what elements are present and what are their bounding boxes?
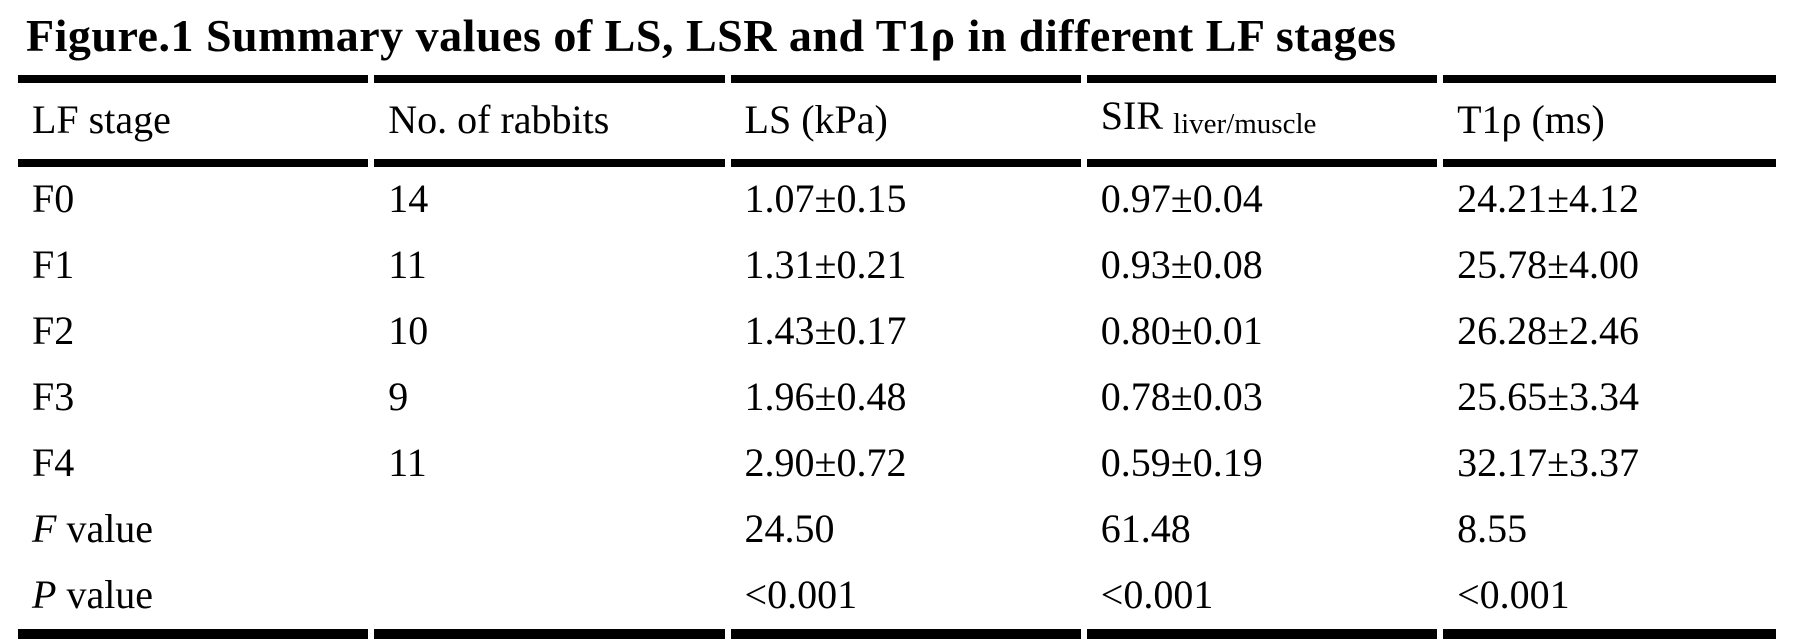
stage-cell: F value <box>18 497 368 563</box>
t1rho-cell: 25.65±3.34 <box>1457 374 1640 419</box>
column-header-no-of-rabbits: No. of rabbits <box>374 75 725 167</box>
ls-cell: 1.31±0.21 <box>744 242 907 287</box>
ls-cell: 2.90±0.72 <box>744 440 907 485</box>
ls-cell: <0.001 <box>730 563 1081 639</box>
column-header-sir: SIR liver/muscle <box>1086 75 1438 167</box>
table-row-f4: F4 11 2.90±0.72 0.59±0.19 32.17±3.37 <box>18 431 1776 497</box>
stage-cell: F1 <box>18 233 368 299</box>
t1rho-cell: 24.21±4.12 <box>1457 176 1640 221</box>
stage-label: value <box>56 506 154 551</box>
summary-table: LF stage No. of rabbits LS (kPa) SIR liv… <box>12 75 1782 639</box>
column-header-lf-stage: LF stage <box>18 75 369 167</box>
stage-cell: F0 <box>18 167 368 233</box>
ls-cell: 1.07±0.15 <box>744 176 907 221</box>
rabbits-cell: 10 <box>388 308 429 353</box>
table-row-f1: F1 11 1.31±0.21 0.93±0.08 25.78±4.00 <box>18 233 1776 299</box>
t1rho-cell: <0.001 <box>1443 563 1776 639</box>
sir-cell: <0.001 <box>1086 563 1438 639</box>
table-header-row: LF stage No. of rabbits LS (kPa) SIR liv… <box>18 75 1776 167</box>
stage-italic-label: F <box>32 506 57 551</box>
stage-label: F1 <box>32 242 75 287</box>
rabbits-cell: 11 <box>388 440 427 485</box>
t1rho-cell: 26.28±2.46 <box>1457 308 1640 353</box>
column-header-sir-subscript: liver/muscle <box>1173 108 1317 140</box>
table-row-f2: F2 10 1.43±0.17 0.80±0.01 26.28±2.46 <box>18 299 1776 365</box>
sir-cell: 0.78±0.03 <box>1100 374 1263 419</box>
stage-cell: F3 <box>18 365 368 431</box>
page-title: Figure.1 Summary values of LS, LSR and T… <box>26 10 1397 61</box>
stage-cell: F4 <box>18 431 368 497</box>
sir-cell: 0.93±0.08 <box>1100 242 1263 287</box>
rabbits-cell <box>374 563 725 639</box>
sir-cell: 61.48 <box>1100 506 1191 551</box>
rabbits-cell: 9 <box>388 374 409 419</box>
ls-cell: 1.96±0.48 <box>744 374 907 419</box>
table-row-p-value: P value <0.001 <0.001 <0.001 <box>18 563 1776 639</box>
sir-cell: 0.80±0.01 <box>1100 308 1263 353</box>
stage-label: F4 <box>32 440 75 485</box>
t1rho-cell: 8.55 <box>1457 506 1528 551</box>
sir-cell: 0.59±0.19 <box>1100 440 1263 485</box>
ls-cell: 24.50 <box>744 506 835 551</box>
rabbits-cell: 14 <box>388 176 429 221</box>
stage-cell: F2 <box>18 299 368 365</box>
sir-cell: 0.97±0.04 <box>1100 176 1263 221</box>
table-row-f-value: F value 24.50 61.48 8.55 <box>18 497 1776 563</box>
table-row-f0: F0 14 1.07±0.15 0.97±0.04 24.21±4.12 <box>18 167 1776 233</box>
stage-cell: P value <box>18 563 369 639</box>
stage-italic-label: P <box>32 572 57 617</box>
stage-label: F2 <box>32 308 75 353</box>
t1rho-cell: 25.78±4.00 <box>1457 242 1640 287</box>
column-header-sir-main: SIR <box>1100 93 1174 138</box>
ls-cell: 1.43±0.17 <box>744 308 907 353</box>
rabbits-cell <box>374 497 724 563</box>
t1rho-cell: 32.17±3.37 <box>1457 440 1640 485</box>
table-row-f3: F3 9 1.96±0.48 0.78±0.03 25.65±3.34 <box>18 365 1776 431</box>
rabbits-cell: 11 <box>388 242 427 287</box>
column-header-ls-kpa: LS (kPa) <box>730 75 1081 167</box>
column-header-t1rho: T1ρ (ms) <box>1443 75 1776 167</box>
stage-label: value <box>56 572 154 617</box>
stage-label: F0 <box>32 176 75 221</box>
stage-label: F3 <box>32 374 75 419</box>
